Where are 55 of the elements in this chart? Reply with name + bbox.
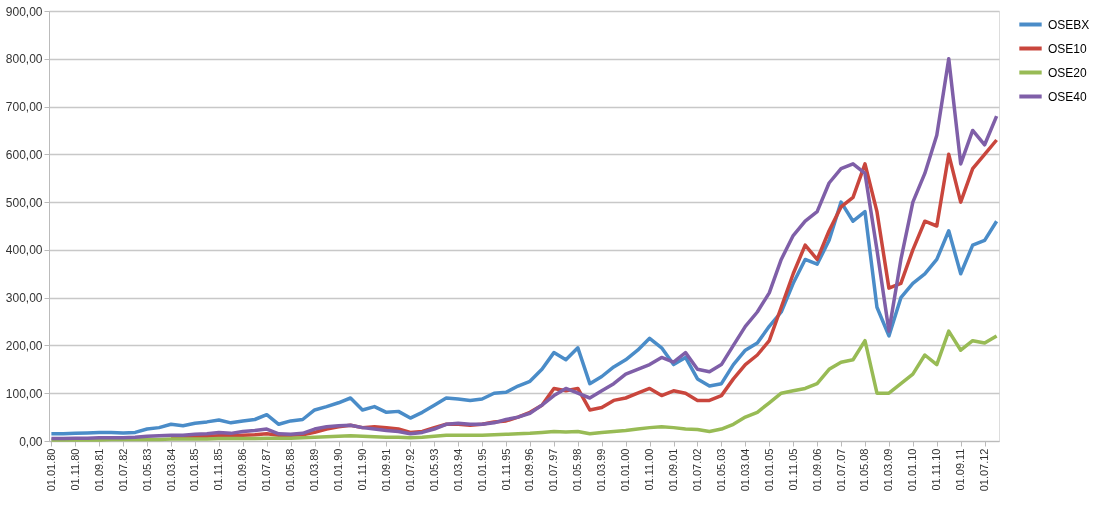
x-tick-label: 01.03.94 <box>451 448 464 492</box>
x-tick-label: 01.01.05 <box>762 448 775 492</box>
x-tick-label: 01.09.81 <box>92 448 105 492</box>
line-series <box>49 200 999 436</box>
x-tick-label: 01.09.01 <box>667 448 680 492</box>
x-tick-label: 01.09.86 <box>236 448 249 492</box>
x-tick-label: 01.03.09 <box>882 448 895 492</box>
x-tick-label: 01.05.98 <box>571 448 584 492</box>
x-tick-label: 01.09.91 <box>379 448 392 492</box>
x-tick-label: 01.09.06 <box>810 448 823 492</box>
x-tick-label: 01.01.95 <box>475 448 488 492</box>
legend-label: OSE40 <box>1048 89 1088 104</box>
x-tick-label: 01.05.03 <box>714 448 727 492</box>
x-tick-label: 01.01.85 <box>188 448 201 492</box>
x-tick-label: 01.01.90 <box>332 448 345 492</box>
x-tick-label: 01.11.10 <box>930 448 943 491</box>
x-tick-label: 01.07.07 <box>834 448 847 492</box>
x-tick-label: 01.07.12 <box>978 448 991 492</box>
x-tick-label: 01.03.84 <box>164 448 177 492</box>
x-tick-label: 01.07.87 <box>260 448 273 492</box>
legend-label: OSE10 <box>1048 41 1088 56</box>
x-tick-label: 01.11.05 <box>786 448 799 491</box>
x-tick-label: 01.07.82 <box>116 448 129 492</box>
x-tick-label: 01.03.99 <box>595 448 608 492</box>
y-tick-label: 800,00 <box>5 52 43 67</box>
x-tick-label: 01.05.08 <box>858 448 871 492</box>
y-tick-label: 0,00 <box>19 434 43 449</box>
legend-label: OSEBX <box>1048 17 1090 32</box>
x-tick-label: 01.11.90 <box>355 448 368 491</box>
x-tick-label: 01.01.10 <box>906 448 919 492</box>
y-tick-label: 600,00 <box>5 147 43 162</box>
x-tick-label: 01.03.89 <box>308 448 321 492</box>
x-tick-label: 01.05.88 <box>284 448 297 492</box>
x-tick-label: 01.11.00 <box>643 448 656 491</box>
y-tick-label: 500,00 <box>5 195 43 210</box>
x-tick-label: 01.01.80 <box>44 448 57 492</box>
y-tick-label: 900,00 <box>5 4 43 19</box>
x-tick-label: 01.09.96 <box>523 448 536 492</box>
x-tick-label: 01.11.85 <box>212 448 225 491</box>
y-tick-label: 200,00 <box>5 338 43 353</box>
legend-label: OSE20 <box>1048 65 1088 80</box>
x-tick-label: 01.07.92 <box>403 448 416 492</box>
y-tick-label: 100,00 <box>5 386 43 401</box>
x-tick-label: 01.09.11 <box>954 448 967 491</box>
x-tick-label: 01.07.02 <box>690 448 703 492</box>
x-tick-label: 01.03.04 <box>738 448 751 492</box>
x-tick-label: 01.11.95 <box>499 448 512 491</box>
x-tick-label: 01.07.97 <box>547 448 560 492</box>
x-tick-label: 01.01.00 <box>619 448 632 492</box>
y-tick-label: 300,00 <box>5 291 43 306</box>
y-tick-label: 700,00 <box>5 100 43 115</box>
y-tick-label: 400,00 <box>5 243 43 258</box>
x-tick-label: 01.11.80 <box>68 448 81 491</box>
x-tick-label: 01.05.83 <box>140 448 153 492</box>
x-tick-label: 01.05.93 <box>427 448 440 492</box>
